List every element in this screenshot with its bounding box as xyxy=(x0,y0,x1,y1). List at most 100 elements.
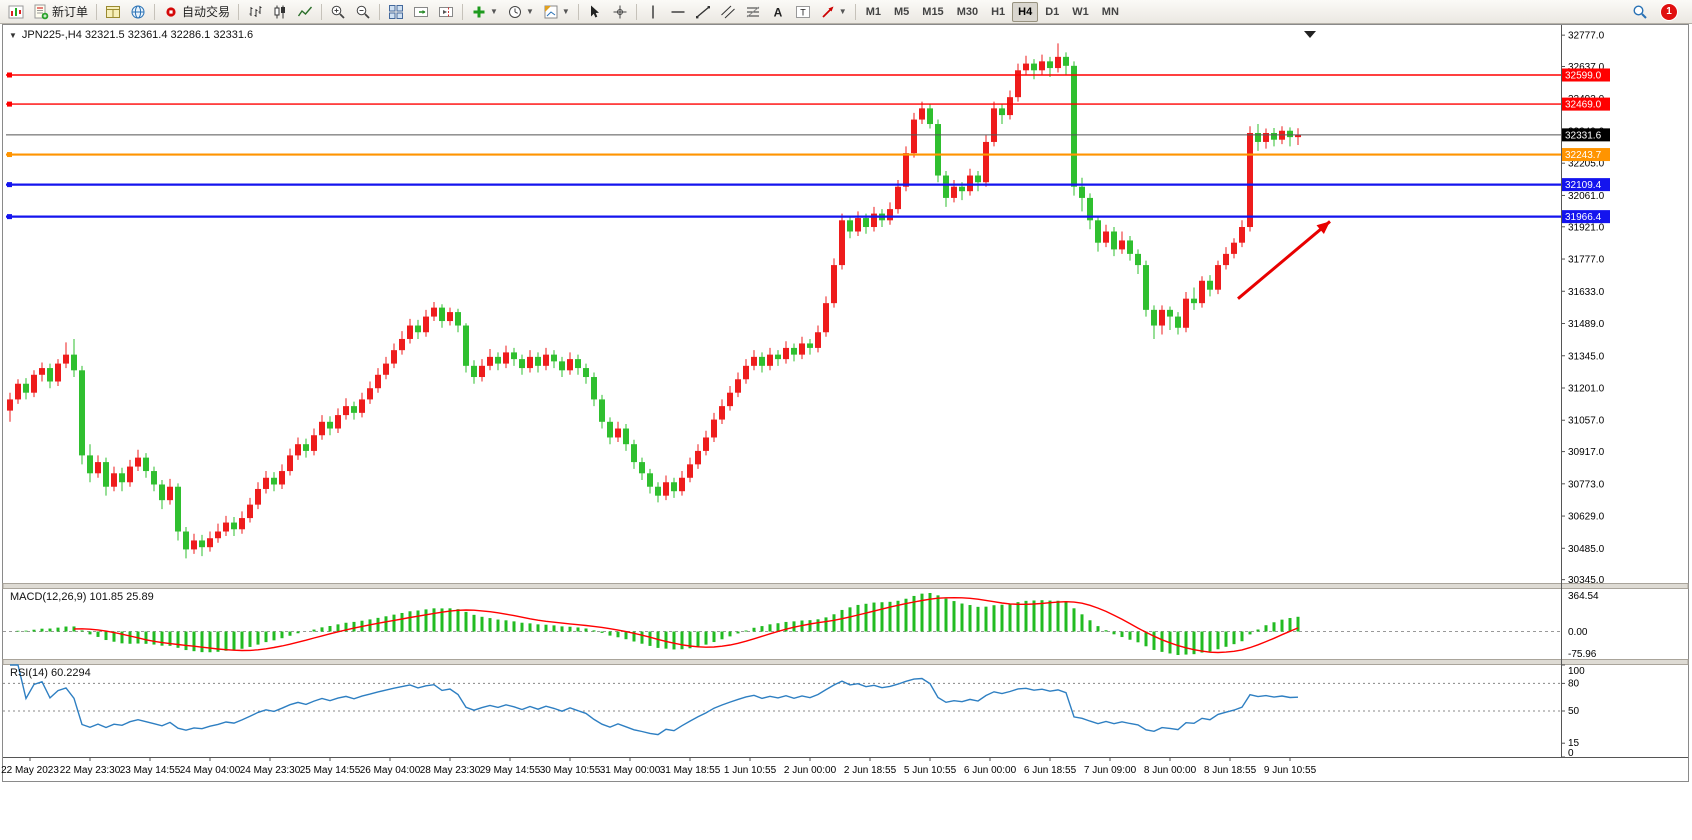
time-tick-label: 24 May 23:30 xyxy=(240,765,301,776)
rsi-indicator-label: RSI(14) 60.2294 xyxy=(10,667,91,679)
horizontal-line-button[interactable] xyxy=(666,1,690,22)
level-line-handle[interactable] xyxy=(7,101,12,107)
timeframe-h4-button[interactable]: H4 xyxy=(1012,1,1039,22)
panel-separator[interactable] xyxy=(2,583,1689,589)
tile-windows-icon xyxy=(389,4,404,19)
time-tick-label: 9 Jun 10:55 xyxy=(1264,765,1317,776)
price-tick-label: 31777.0 xyxy=(1568,255,1605,266)
price-tick-label: 30773.0 xyxy=(1568,479,1605,490)
crosshair-button[interactable] xyxy=(608,1,632,22)
cursor-button[interactable] xyxy=(583,1,607,22)
scroll-to-end-marker[interactable] xyxy=(1304,31,1316,38)
price-tick-label: 30917.0 xyxy=(1568,447,1605,458)
time-axis: 22 May 2023 22 May 23:30 23 May 14:55 24 Ma… xyxy=(1,757,1317,776)
separator xyxy=(238,3,240,20)
timeframe-mn-button[interactable]: MN xyxy=(1096,2,1125,22)
time-tick-label: 22 May 2023 xyxy=(1,765,59,776)
new-chart-button[interactable] xyxy=(4,1,28,22)
autotrade-button[interactable]: 自动交易 xyxy=(159,1,234,22)
zoom-in-button[interactable] xyxy=(326,1,350,22)
panel-separator[interactable] xyxy=(2,659,1689,665)
candlesticks xyxy=(7,43,1301,559)
one-click-trading-toggle[interactable]: ▼ xyxy=(9,30,17,40)
price-badge-label: 32469.0 xyxy=(1565,100,1602,111)
separator xyxy=(854,3,856,20)
svg-text:T: T xyxy=(800,7,806,17)
equidistant-channel-icon xyxy=(720,5,735,18)
time-tick-label: 1 Jun 10:55 xyxy=(724,765,777,776)
channel-button[interactable] xyxy=(716,1,740,22)
text-button[interactable]: A xyxy=(766,1,790,22)
arrows-icon xyxy=(822,6,834,18)
fibonacci-button[interactable] xyxy=(741,1,765,22)
arrows-button[interactable]: ▼ xyxy=(816,1,851,22)
time-tick-label: 5 Jun 10:55 xyxy=(904,765,957,776)
text-label-button[interactable]: T xyxy=(791,1,815,22)
level-line-handle[interactable] xyxy=(7,72,12,78)
rsi-axis-label: 0 xyxy=(1568,748,1574,759)
time-tick-label: 6 Jun 18:55 xyxy=(1024,765,1077,776)
auto-scroll-button[interactable] xyxy=(409,1,433,22)
price-tick-label: 31201.0 xyxy=(1568,383,1605,394)
chart-window-frame xyxy=(2,24,1689,782)
search-button[interactable] xyxy=(1628,1,1652,22)
price-badge-label: 31966.4 xyxy=(1565,212,1602,223)
timeframe-m30-button[interactable]: M30 xyxy=(951,2,984,22)
price-tick-label: 32205.0 xyxy=(1568,159,1605,170)
zoom-out-button[interactable] xyxy=(351,1,375,22)
timeframe-m15-button[interactable]: M15 xyxy=(916,2,949,22)
chart-shift-button[interactable] xyxy=(434,1,458,22)
timeframe-m1-button[interactable]: M1 xyxy=(860,2,887,22)
rsi-axis-label: 15 xyxy=(1568,738,1580,749)
chart-canvas[interactable]: 32777.032637.032493.032349.032205.032061… xyxy=(0,24,1692,840)
charts-button[interactable] xyxy=(101,1,125,22)
timeframe-group: M1 M5 M15 M30 H1 H4 D1 W1 MN xyxy=(860,1,1125,22)
time-tick-label: 31 May 00:00 xyxy=(600,765,661,776)
separator xyxy=(321,3,323,20)
vertical-line-icon xyxy=(652,5,654,18)
level-line-handle[interactable] xyxy=(7,214,12,220)
macd-signal-line xyxy=(73,596,1299,654)
timeframe-w1-button[interactable]: W1 xyxy=(1066,2,1095,22)
trendline-button[interactable] xyxy=(691,1,715,22)
candlestick-chart-icon xyxy=(274,5,286,18)
dropdown-caret-icon: ▼ xyxy=(490,6,498,16)
new-order-icon xyxy=(34,4,49,19)
price-levels xyxy=(6,72,1561,220)
separator xyxy=(154,3,156,20)
autotrade-label: 自动交易 xyxy=(182,5,231,19)
template-icon xyxy=(544,5,558,18)
line-chart-icon xyxy=(297,6,313,16)
bar-chart-button[interactable] xyxy=(243,1,267,22)
vertical-line-button[interactable] xyxy=(641,1,665,22)
dropdown-caret-icon: ▼ xyxy=(561,6,570,16)
price-tick-label: 32061.0 xyxy=(1568,191,1605,202)
new-order-button[interactable]: 新订单 xyxy=(29,1,92,22)
timeframe-m5-button[interactable]: M5 xyxy=(888,2,915,22)
annotation-arrow[interactable] xyxy=(1237,220,1331,300)
level-line-handle[interactable] xyxy=(7,182,12,188)
time-tick-label: 8 Jun 18:55 xyxy=(1204,765,1257,776)
time-tick-label: 2 Jun 18:55 xyxy=(844,765,897,776)
candlestick-chart-button[interactable] xyxy=(268,1,292,22)
tile-windows-button[interactable] xyxy=(384,1,408,22)
price-axis: 32777.032637.032493.032349.032205.032061… xyxy=(1561,31,1605,586)
level-line-handle[interactable] xyxy=(7,152,12,158)
dropdown-caret-icon: ▼ xyxy=(525,6,534,16)
notification-badge[interactable]: 1 xyxy=(1660,2,1678,21)
timeframe-d1-button[interactable]: D1 xyxy=(1039,2,1065,22)
clock-icon xyxy=(508,5,521,18)
timeframe-h1-button[interactable]: H1 xyxy=(985,2,1011,22)
community-button[interactable] xyxy=(126,1,150,22)
separator xyxy=(379,3,381,20)
time-tick-label: 6 Jun 00:00 xyxy=(964,765,1017,776)
macd-axis-label: 364.54 xyxy=(1568,591,1599,602)
zoom-out-icon xyxy=(356,5,370,19)
community-icon xyxy=(131,5,145,18)
indicators-button[interactable]: ▼ xyxy=(467,1,502,22)
templates-button[interactable]: ▼ xyxy=(539,1,574,22)
line-chart-button[interactable] xyxy=(293,1,317,22)
periods-button[interactable]: ▼ xyxy=(503,1,538,22)
chart-title: ▼ JPN225-,H4 32321.5 32361.4 32286.1 323… xyxy=(9,29,253,41)
